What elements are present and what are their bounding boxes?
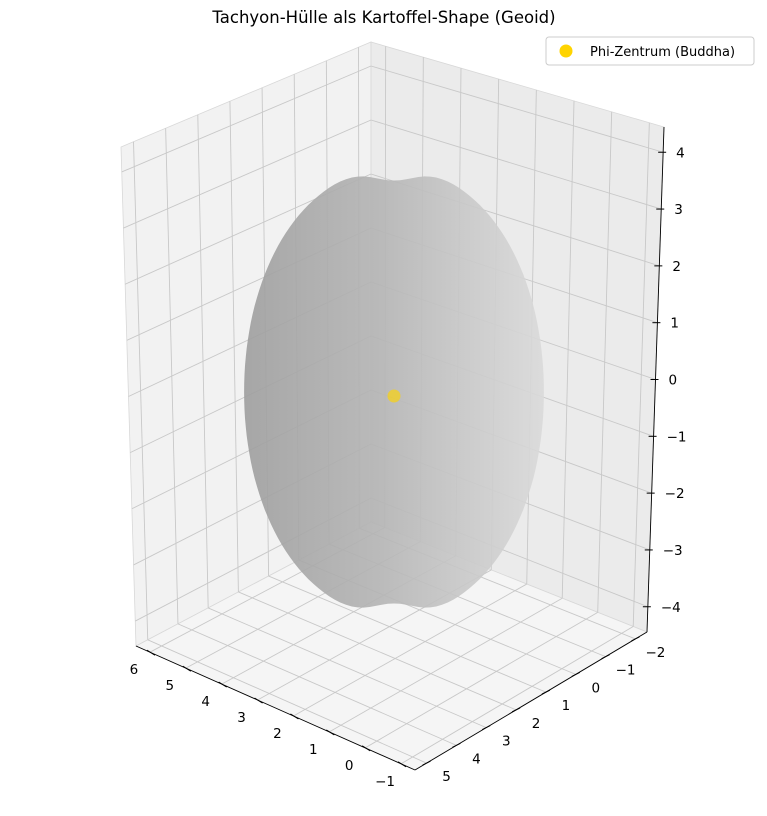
x-tick-mark [361, 745, 371, 752]
z-tick-label: −4 [661, 600, 681, 616]
left-wall-grid-z [123, 119, 372, 229]
floor-grid-y [268, 575, 547, 693]
floor-grid-x [364, 611, 598, 749]
right-wall-grid-z [370, 65, 664, 153]
legend: Phi-Zentrum (Buddha) [545, 36, 755, 66]
y-tick-label: 5 [442, 769, 451, 785]
y-tick-label: 1 [562, 698, 571, 714]
x-tick-label: 6 [130, 662, 139, 678]
y-tick-label: 2 [532, 716, 541, 732]
z-axis-ticks: 4 3 2 1 0 −1 −2 −3 −4 [642, 145, 687, 616]
x-tick-label: 3 [237, 710, 246, 726]
floor-grid-y [238, 591, 517, 711]
y-axis-ticks: −2 −1 0 1 2 3 4 5 [422, 636, 665, 785]
x-tick-label: 5 [166, 678, 175, 694]
x-tick-label: 0 [345, 758, 354, 774]
chart-title: Tachyon-Hülle als Kartoffel-Shape (Geoid… [211, 8, 555, 27]
x-tick-mark [218, 681, 227, 688]
z-tick-label: −3 [663, 543, 683, 559]
z-tick-label: 3 [674, 202, 683, 218]
y-tick-label: 3 [502, 734, 511, 750]
floor-grid-x [400, 626, 634, 765]
x-tick-label: 4 [201, 694, 210, 710]
x-tick-mark [397, 761, 407, 768]
x-axis-ticks: 6 5 4 3 2 1 0 −1 [130, 649, 407, 790]
y-tick-mark [541, 689, 551, 695]
left-wall-grid-z [121, 65, 372, 173]
phi-center-point [387, 389, 401, 403]
y-tick-label: −2 [645, 645, 665, 661]
x-tick-mark [326, 729, 335, 736]
floor-grid-y [147, 639, 427, 764]
y-tick-label: −1 [616, 663, 636, 679]
y-tick-mark [601, 654, 610, 660]
y-tick-label: 4 [472, 751, 481, 767]
floor-grid-x [293, 583, 527, 717]
y-tick-mark [631, 636, 640, 642]
y-tick-mark [571, 671, 580, 677]
y-tick-mark [422, 760, 431, 766]
floor-grid-x [329, 597, 563, 733]
x-tick-label: −1 [375, 774, 395, 790]
legend-marker [559, 44, 573, 58]
right-wall-grid-z [370, 119, 662, 210]
y-tick-mark [511, 707, 521, 713]
x-tick-label: 2 [273, 726, 282, 742]
z-tick-label: −2 [665, 486, 685, 502]
floor-grid-y [177, 623, 457, 746]
floor-grid-y [208, 607, 487, 729]
z-tick-label: 4 [676, 145, 685, 161]
y-tick-mark [482, 725, 491, 731]
x-tick-mark [254, 697, 263, 704]
x-tick-mark [182, 665, 192, 672]
x-tick-mark [290, 713, 299, 720]
x-tick-mark [146, 649, 156, 656]
z-tick-label: 1 [670, 316, 679, 332]
z-tick-label: 2 [672, 259, 681, 275]
z-tick-label: −1 [667, 429, 687, 445]
x-tick-label: 1 [309, 742, 318, 758]
legend-label: Phi-Zentrum (Buddha) [590, 45, 735, 60]
y-tick-label: 0 [591, 680, 600, 696]
z-tick-label: 0 [669, 373, 678, 389]
y-tick-mark [452, 742, 461, 748]
